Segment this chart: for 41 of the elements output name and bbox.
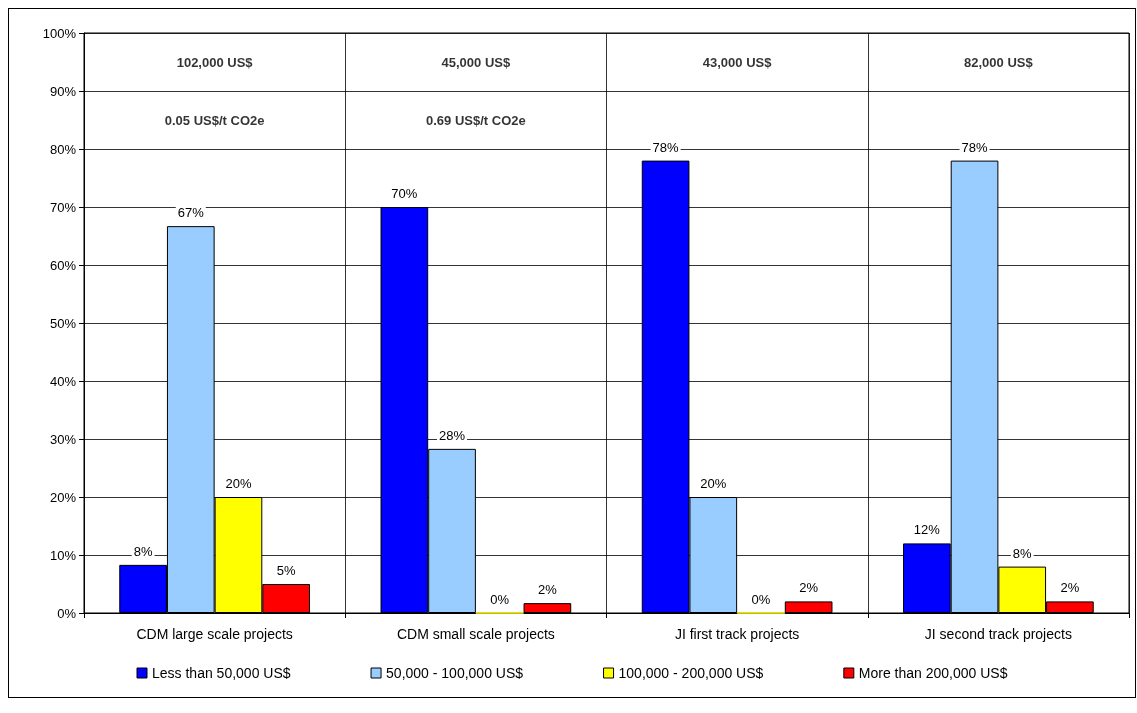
y-tick-label: 10% <box>49 547 77 563</box>
legend-label: Less than 50,000 US$ <box>152 665 291 681</box>
x-tick-label: CDM large scale projects <box>136 626 293 642</box>
x-tick-label: CDM small scale projects <box>396 626 555 642</box>
y-tick-label: 70% <box>49 199 77 215</box>
legend-label: 50,000 - 100,000 US$ <box>386 665 524 681</box>
x-tick-label: JI first track projects <box>674 626 800 642</box>
data-label: 70% <box>391 186 418 201</box>
y-tick-label: 90% <box>49 83 77 99</box>
data-label: 12% <box>913 522 941 538</box>
data-label: 8% <box>133 543 153 559</box>
legend-label: More than 200,000 US$ <box>858 665 1008 681</box>
data-label: 67% <box>177 205 205 221</box>
annotation: 0.05 US$/t CO2e <box>164 112 265 128</box>
y-tick-label: 40% <box>49 373 77 389</box>
data-label: 0% <box>490 591 510 607</box>
data-label: 78% <box>961 139 988 155</box>
data-label: 0% <box>751 591 771 607</box>
data-label: 8% <box>1012 545 1033 561</box>
data-label: 28% <box>439 427 466 443</box>
annotation: 82,000 US$ <box>964 54 1034 70</box>
annotation: 43,000 US$ <box>702 54 773 70</box>
y-tick-label: 80% <box>49 141 77 157</box>
y-tick-label: 100% <box>42 25 77 41</box>
x-tick-label: JI second track projects <box>924 626 1072 642</box>
y-tick-label: 20% <box>49 489 77 505</box>
data-label: 2% <box>1060 580 1080 596</box>
data-label: 2% <box>537 582 558 598</box>
data-label: 20% <box>225 476 252 491</box>
data-label: 5% <box>276 563 296 578</box>
annotation: 0.69 US$/t CO2e <box>426 112 526 128</box>
data-label: 2% <box>799 580 819 596</box>
y-tick-label: 0% <box>57 605 77 621</box>
y-tick-label: 50% <box>49 315 77 331</box>
annotation: 102,000 US$ <box>176 54 254 70</box>
annotation: 45,000 US$ <box>441 54 511 70</box>
data-label: 78% <box>652 139 680 155</box>
y-tick-label: 60% <box>49 257 77 273</box>
y-tick-label: 30% <box>49 431 77 447</box>
legend-label: 100,000 - 200,000 US$ <box>618 665 764 681</box>
data-label: 20% <box>700 476 727 491</box>
